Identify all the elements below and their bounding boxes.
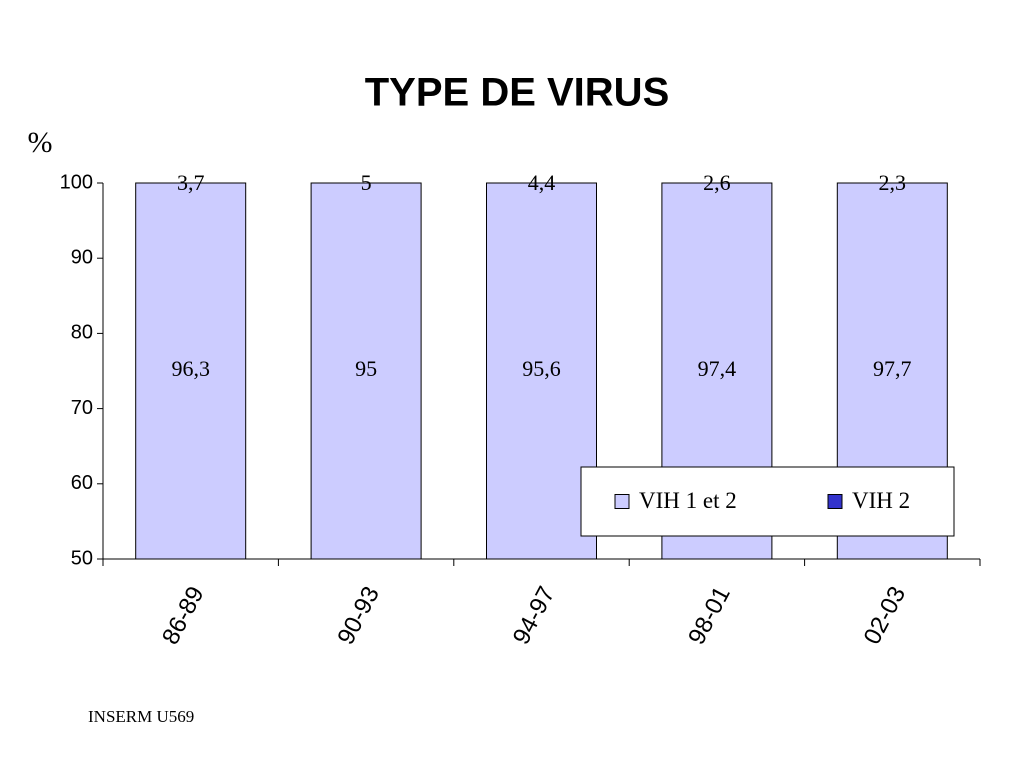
x-tick-label: 86-89 bbox=[157, 582, 210, 649]
value-label: 2,3 bbox=[879, 170, 907, 195]
legend-label: VIH 2 bbox=[852, 488, 910, 513]
x-tick-label: 90-93 bbox=[332, 582, 385, 649]
x-tick-label: 02-03 bbox=[859, 582, 912, 649]
y-tick-label: 80 bbox=[71, 322, 93, 344]
bar-segment bbox=[135, 182, 247, 560]
value-label: 95,6 bbox=[522, 356, 561, 381]
y-tick-label: 100 bbox=[60, 171, 93, 193]
x-tick-label: 98-01 bbox=[683, 582, 736, 649]
y-tick-label: 60 bbox=[71, 472, 93, 494]
legend-swatch bbox=[827, 494, 843, 509]
value-label: 96,3 bbox=[171, 356, 210, 381]
value-label: 5 bbox=[361, 170, 372, 195]
chart-title: TYPE DE VIRUS bbox=[365, 71, 670, 115]
value-label: 97,7 bbox=[873, 356, 912, 381]
value-label: 95 bbox=[355, 356, 377, 381]
y-tick-label: 90 bbox=[71, 246, 93, 268]
legend-box bbox=[580, 466, 955, 537]
legend-label: VIH 1 et 2 bbox=[639, 488, 737, 513]
value-label: 2,6 bbox=[703, 170, 731, 195]
bar-segment bbox=[310, 182, 422, 560]
value-label: 4,4 bbox=[528, 170, 556, 195]
x-tick-label: 94-97 bbox=[508, 582, 561, 649]
bar-segment bbox=[486, 182, 597, 560]
y-tick-label: 70 bbox=[71, 397, 93, 419]
y-axis-label: % bbox=[28, 126, 53, 159]
footer: INSERM U569 bbox=[88, 707, 194, 726]
legend-swatch bbox=[614, 494, 630, 509]
value-label: 97,4 bbox=[698, 356, 737, 381]
y-tick-label: 50 bbox=[71, 547, 93, 569]
value-label: 3,7 bbox=[177, 170, 205, 195]
